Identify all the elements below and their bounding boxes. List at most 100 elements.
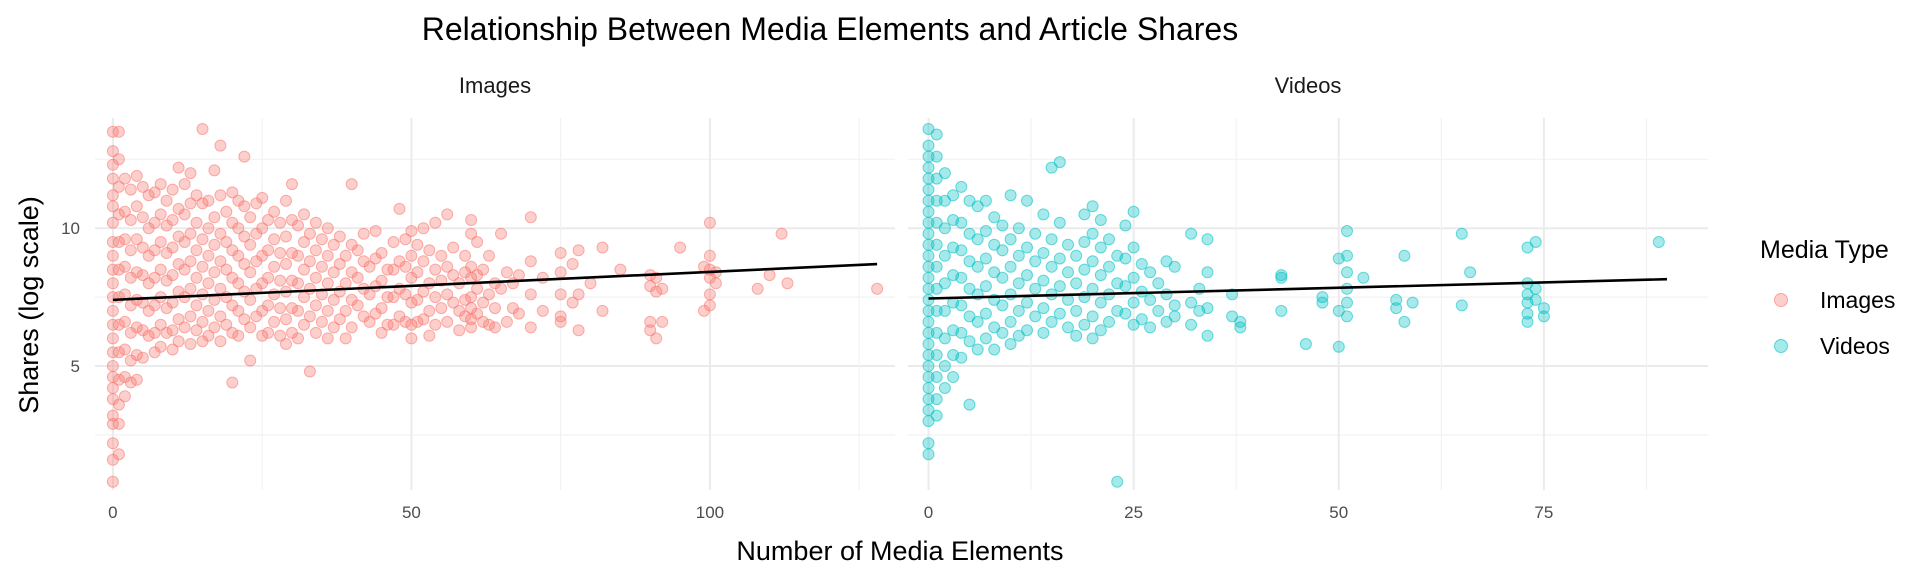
data-point <box>429 216 442 229</box>
data-point <box>459 293 472 306</box>
data-point <box>1144 321 1157 334</box>
data-point <box>963 310 976 323</box>
data-point <box>262 271 275 284</box>
data-point <box>106 277 119 290</box>
data-point <box>160 194 173 207</box>
data-point <box>1341 249 1353 262</box>
data-point <box>930 260 943 273</box>
trend-line-images <box>112 262 878 302</box>
data-point <box>190 244 203 257</box>
data-point <box>938 360 951 372</box>
data-point <box>118 260 131 273</box>
data-point <box>614 263 627 276</box>
data-point <box>196 197 209 210</box>
data-point <box>644 324 657 337</box>
data-point <box>112 318 125 331</box>
data-point <box>1537 310 1550 323</box>
data-point <box>1144 266 1157 279</box>
data-point <box>1144 293 1157 306</box>
data-point <box>345 321 358 334</box>
data-point <box>268 233 281 246</box>
data-point <box>1119 280 1132 293</box>
data-point <box>142 329 155 342</box>
data-point <box>160 326 173 339</box>
data-point <box>979 252 992 265</box>
data-point <box>315 315 328 328</box>
data-point <box>202 249 215 262</box>
data-point <box>238 230 251 243</box>
data-point <box>489 302 501 315</box>
data-point <box>584 277 597 290</box>
legend-entry-images: Images <box>1774 287 1895 313</box>
data-point <box>536 304 549 317</box>
data-point <box>1029 282 1042 295</box>
data-point <box>938 304 951 317</box>
data-point <box>405 296 418 309</box>
data-point <box>1275 269 1288 282</box>
data-point <box>1152 277 1165 290</box>
data-point <box>208 238 221 251</box>
data-point <box>500 266 513 279</box>
data-point <box>955 326 968 339</box>
data-point <box>703 249 716 262</box>
data-point <box>930 349 943 361</box>
data-point <box>184 227 197 240</box>
data-point <box>286 302 298 315</box>
data-point <box>280 258 292 270</box>
data-point <box>947 189 960 202</box>
data-point <box>106 360 119 372</box>
data-point <box>963 227 976 240</box>
data-point <box>136 269 149 282</box>
data-point <box>930 393 943 406</box>
data-point <box>1004 233 1017 246</box>
data-point <box>955 180 968 193</box>
data-point <box>112 346 125 359</box>
data-point <box>423 304 436 317</box>
data-point <box>238 313 251 326</box>
data-point <box>106 437 119 450</box>
data-point <box>286 247 298 259</box>
data-point <box>524 255 537 268</box>
data-point <box>351 271 364 284</box>
data-point <box>417 255 430 268</box>
chart-title: Relationship Between Media Elements and … <box>422 11 1238 47</box>
data-point <box>1406 296 1419 309</box>
data-point <box>447 241 460 254</box>
data-point <box>333 258 346 270</box>
data-point <box>1029 227 1042 240</box>
data-point <box>190 299 203 312</box>
data-point <box>751 282 764 295</box>
data-point <box>441 208 454 221</box>
data-point <box>1299 338 1312 350</box>
data-point <box>435 302 448 315</box>
data-point <box>955 216 968 229</box>
data-point <box>232 329 245 342</box>
data-point <box>554 266 567 279</box>
data-point <box>399 233 412 246</box>
data-point <box>930 282 943 295</box>
data-point <box>136 241 149 254</box>
y-tick-label: 10 <box>61 219 80 238</box>
data-point <box>274 274 287 287</box>
data-point <box>303 255 316 268</box>
data-point <box>112 373 125 386</box>
data-point <box>112 417 125 430</box>
data-point <box>988 266 1001 279</box>
data-point <box>315 260 328 273</box>
data-point <box>1004 189 1017 202</box>
data-point <box>321 332 334 345</box>
data-point <box>184 310 197 323</box>
data-point <box>142 189 155 202</box>
data-point <box>483 288 495 301</box>
data-point <box>154 340 167 353</box>
data-point <box>274 302 287 315</box>
data-point <box>1062 238 1074 251</box>
data-point <box>292 332 304 345</box>
data-point <box>298 318 310 331</box>
data-point <box>500 315 513 328</box>
data-point <box>1094 269 1107 282</box>
data-point <box>363 315 376 328</box>
legend-key-images <box>1774 293 1788 307</box>
data-point <box>963 194 976 207</box>
data-point <box>955 299 968 312</box>
